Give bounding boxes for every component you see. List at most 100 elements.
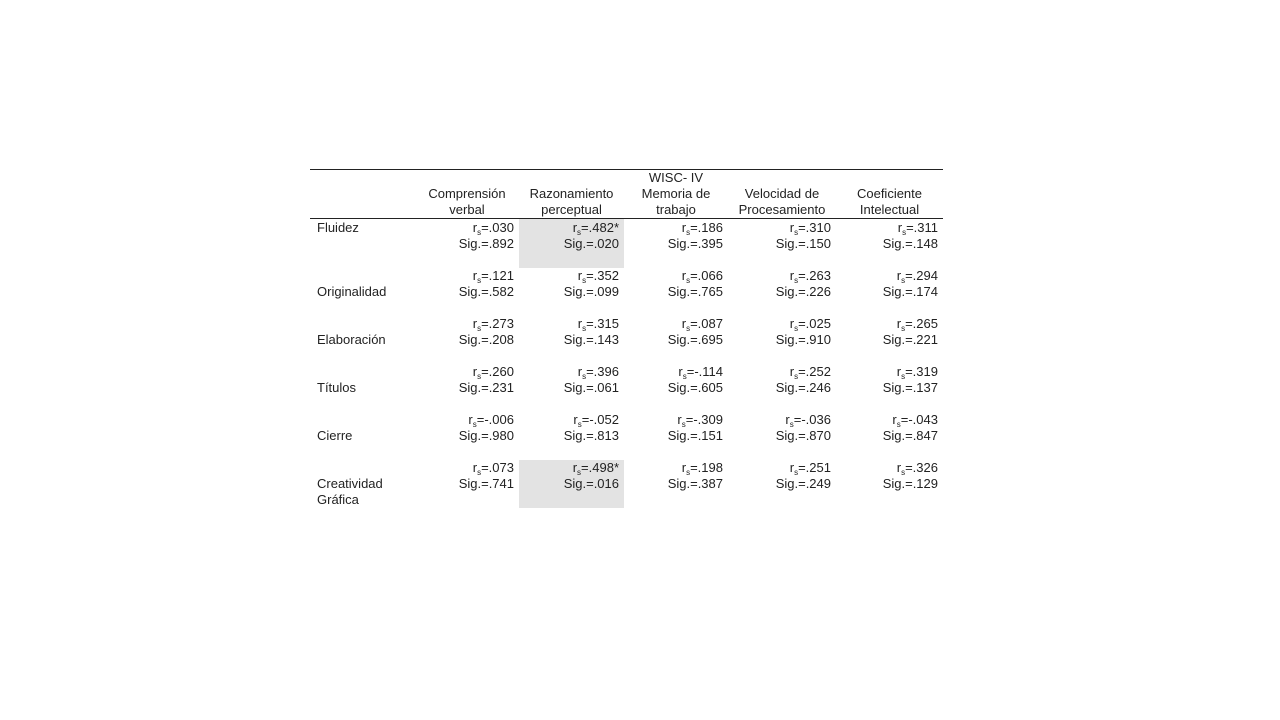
sig-value: Sig.=.387 xyxy=(667,476,723,491)
table-row: Fluidez rs=.030 Sig.=.892 rs=.482* Sig.=.020… xyxy=(310,218,943,269)
value-cell: rs=.352 Sig.=.099 xyxy=(519,268,624,316)
row-label-text: Fluidez xyxy=(317,220,415,236)
value-cell: rs=.260 Sig.=.231 xyxy=(415,364,519,412)
rs-prefix: r xyxy=(677,412,682,427)
rs-value: rs=.030 xyxy=(415,220,514,237)
value-cell: rs=.073 Sig.=.741 xyxy=(415,460,519,508)
rs-value: rs=.087 xyxy=(624,316,723,333)
row-label-line1: Creatividad xyxy=(317,476,383,491)
value-cell: rs=.315 Sig.=.143 xyxy=(519,316,624,364)
sig-value: Sig.=.129 xyxy=(882,476,938,491)
rs-number: =.315 xyxy=(586,316,619,331)
rs-number: =.121 xyxy=(481,268,514,283)
value-cell: rs=.251 Sig.=.249 xyxy=(728,460,836,508)
header-empty-cell xyxy=(836,169,943,186)
rs-value: rs=.066 xyxy=(624,268,723,285)
rs-prefix: r xyxy=(468,412,473,427)
sig-value: Sig.=.151 xyxy=(667,428,723,443)
rs-prefix: r xyxy=(681,316,687,331)
column-header-line1: Comprensión xyxy=(428,186,506,201)
rs-subscript: s xyxy=(682,372,687,381)
rs-prefix: r xyxy=(896,268,902,283)
rs-prefix: r xyxy=(896,364,902,379)
rs-subscript: s xyxy=(686,228,691,237)
value-cell: rs=.319 Sig.=.137 xyxy=(836,364,943,412)
header-empty-cell xyxy=(310,186,415,219)
rs-value: rs=.265 xyxy=(836,316,938,333)
rs-prefix: r xyxy=(472,316,478,331)
sig-value: Sig.=.208 xyxy=(458,332,514,347)
row-label-text: Títulos xyxy=(317,364,415,396)
row-label-text: Originalidad xyxy=(317,268,415,300)
value-cell: rs=.198 Sig.=.387 xyxy=(624,460,728,508)
value-cell: rs=.066 Sig.=.765 xyxy=(624,268,728,316)
rs-prefix: r xyxy=(572,460,578,475)
rs-subscript: s xyxy=(794,324,799,333)
rs-prefix: r xyxy=(472,268,478,283)
row-label-line1: Originalidad xyxy=(317,284,387,299)
rs-value: rs=.482* xyxy=(519,220,619,237)
correlation-table-container: WISC- IV Comprensión verbal Razonamiento… xyxy=(310,169,943,508)
rs-subscript: s xyxy=(582,372,587,381)
rs-value: rs=.352 xyxy=(519,268,619,285)
row-label-text: Cierre xyxy=(317,412,415,444)
column-header: Coeficiente Intelectual xyxy=(836,186,943,219)
rs-subscript: s xyxy=(477,228,482,237)
sig-value: Sig.=.695 xyxy=(667,332,723,347)
rs-subscript: s xyxy=(577,420,582,429)
sig-value: Sig.=.910 xyxy=(775,332,831,347)
rs-prefix: r xyxy=(577,268,583,283)
value-cell: rs=-.114 Sig.=.605 xyxy=(624,364,728,412)
significant-cell: rs=.498* Sig.=.016 xyxy=(519,460,624,508)
value-cell: rs=.294 Sig.=.174 xyxy=(836,268,943,316)
rs-prefix: r xyxy=(896,460,902,475)
sig-value: Sig.=.892 xyxy=(458,236,514,251)
rs-prefix: r xyxy=(789,268,795,283)
sig-value: Sig.=.605 xyxy=(667,380,723,395)
row-label-line2: Gráfica xyxy=(317,492,359,507)
sig-value: Sig.=.870 xyxy=(775,428,831,443)
rs-subscript: s xyxy=(789,420,794,429)
row-label-line1: Fluidez xyxy=(317,220,359,235)
column-header-line2: verbal xyxy=(449,202,485,217)
sig-value: Sig.=.226 xyxy=(775,284,831,299)
sig-value: Sig.=.020 xyxy=(563,236,619,251)
column-header-line2: trabajo xyxy=(656,202,696,217)
rs-number: =-.036 xyxy=(793,412,831,427)
rs-prefix: r xyxy=(577,316,583,331)
sig-value: Sig.=.231 xyxy=(458,380,514,395)
value-cell: rs=.273 Sig.=.208 xyxy=(415,316,519,364)
rs-number: =.265 xyxy=(905,316,938,331)
sig-value: Sig.=.582 xyxy=(458,284,514,299)
rs-prefix: r xyxy=(681,460,687,475)
rs-number: =.252 xyxy=(798,364,831,379)
row-label-line1: Cierre xyxy=(317,428,353,443)
rs-number: =-.309 xyxy=(685,412,723,427)
column-header-line1: Razonamiento xyxy=(529,186,614,201)
rs-value: rs=-.114 xyxy=(624,364,723,381)
rs-value: rs=.310 xyxy=(728,220,831,237)
sig-value: Sig.=.813 xyxy=(563,428,619,443)
rs-value: rs=-.006 xyxy=(415,412,514,429)
column-header-line1: Coeficiente xyxy=(856,186,923,201)
table-row: Títulos rs=.260 Sig.=.231 rs=.396 Sig.=.061 r… xyxy=(310,364,943,412)
rs-number: =-.043 xyxy=(900,412,938,427)
rs-number: =.025 xyxy=(798,316,831,331)
rs-prefix: r xyxy=(681,268,687,283)
value-cell: rs=.186 Sig.=.395 xyxy=(624,219,728,269)
rs-subscript: s xyxy=(794,228,799,237)
rs-subscript: s xyxy=(901,276,906,285)
value-cell: rs=-.309 Sig.=.151 xyxy=(624,412,728,460)
sig-value: Sig.=.249 xyxy=(775,476,831,491)
sig-value: Sig.=.016 xyxy=(563,476,619,491)
rs-subscript: s xyxy=(477,276,482,285)
rs-subscript: s xyxy=(794,276,799,285)
value-cell: rs=.121 Sig.=.582 xyxy=(415,268,519,316)
rs-value: rs=.294 xyxy=(836,268,938,285)
sig-value: Sig.=.395 xyxy=(667,236,723,251)
row-label: Fluidez xyxy=(310,219,415,269)
rs-value: rs=.186 xyxy=(624,220,723,237)
rs-number: =.311 xyxy=(906,220,938,235)
rs-prefix: r xyxy=(577,364,583,379)
column-header: Memoria de trabajo xyxy=(624,186,728,219)
